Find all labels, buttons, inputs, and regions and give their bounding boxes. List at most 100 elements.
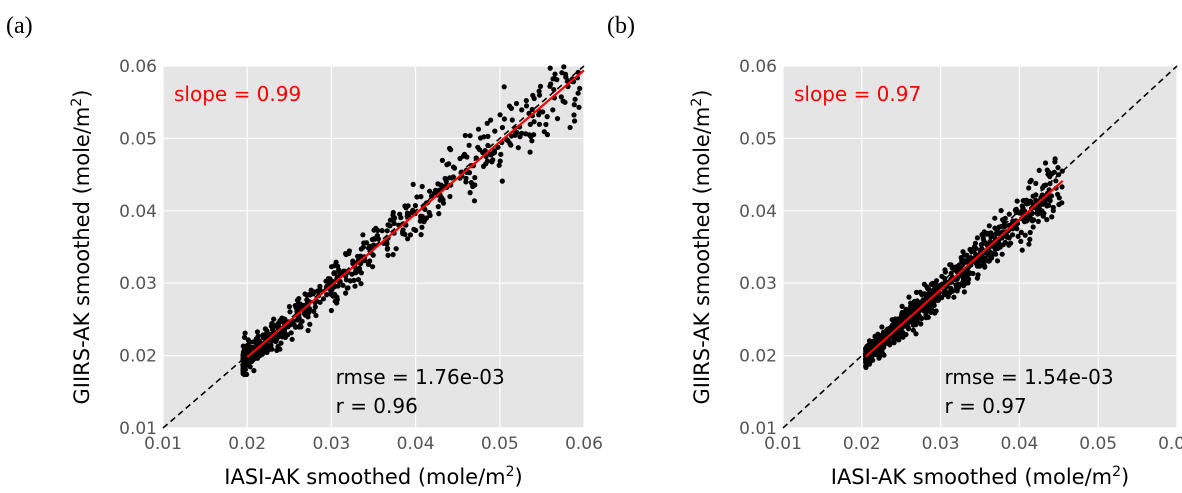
data-point [419, 224, 425, 230]
data-point [302, 291, 308, 297]
data-point [913, 313, 919, 319]
data-point [989, 233, 995, 240]
data-point [523, 103, 530, 109]
data-point [519, 130, 525, 136]
data-point [537, 83, 544, 89]
data-point [496, 162, 502, 168]
data-point [1029, 210, 1035, 216]
data-point [428, 193, 435, 199]
data-point [958, 255, 964, 261]
data-point [1020, 207, 1027, 214]
data-point [286, 304, 292, 310]
data-point [933, 308, 939, 314]
data-point [1014, 198, 1020, 204]
data-point [356, 265, 362, 271]
data-point [391, 220, 397, 226]
data-point [499, 178, 505, 184]
data-point [245, 337, 251, 343]
data-point [471, 198, 478, 204]
data-point [482, 148, 488, 154]
data-point [375, 236, 381, 242]
data-point [513, 100, 520, 107]
data-point [317, 283, 323, 289]
data-point [311, 308, 317, 314]
data-point [369, 236, 375, 243]
data-point [913, 304, 919, 310]
data-point [999, 251, 1005, 257]
data-point [384, 246, 390, 252]
data-point [551, 87, 557, 93]
data-point [488, 152, 494, 158]
data-point [921, 281, 928, 287]
data-point [1015, 233, 1021, 239]
data-point [571, 112, 577, 118]
data-point [1006, 241, 1012, 247]
data-point [264, 331, 270, 337]
data-point [906, 294, 912, 300]
data-point [531, 132, 537, 138]
data-point [550, 76, 556, 82]
y-tick-label: 0.03 [739, 274, 777, 294]
data-point [902, 313, 908, 319]
data-point [410, 181, 416, 187]
data-point [1059, 184, 1065, 190]
data-point [310, 291, 316, 297]
data-point [953, 282, 959, 288]
data-point [1036, 167, 1042, 173]
panel-label: (b) [607, 13, 635, 39]
x-tick-label: 0.04 [1000, 434, 1038, 454]
y-tick-label: 0.04 [119, 202, 157, 222]
data-point [257, 352, 263, 358]
data-point [1002, 223, 1008, 230]
data-point [1019, 247, 1025, 253]
x-tick-label: 0.04 [397, 434, 435, 454]
data-point [271, 316, 277, 322]
data-point [390, 209, 396, 216]
x-tick-label: 0.06 [565, 434, 603, 454]
data-point [509, 133, 515, 139]
data-point [897, 328, 904, 334]
data-point [1027, 236, 1033, 242]
data-point [305, 307, 311, 313]
data-point [994, 258, 1001, 264]
data-point [960, 279, 966, 285]
data-point [345, 285, 351, 291]
y-tick-label: 0.05 [739, 129, 777, 149]
y-tick-label: 0.03 [119, 274, 157, 294]
data-point [899, 303, 905, 309]
data-point [427, 188, 433, 194]
data-point [488, 117, 494, 123]
data-point [558, 94, 564, 100]
data-point [373, 225, 379, 231]
y-tick-label: 0.05 [119, 129, 157, 149]
data-point [509, 117, 515, 123]
data-point [490, 157, 496, 163]
data-point [320, 296, 327, 302]
data-point [277, 346, 283, 352]
data-point [1035, 218, 1041, 224]
data-point [405, 203, 411, 209]
gridlines [162, 65, 585, 429]
data-point [1044, 167, 1050, 173]
data-point [346, 250, 352, 257]
data-point [466, 142, 472, 148]
data-point [1053, 178, 1059, 184]
data-point [296, 314, 302, 320]
data-point [343, 290, 349, 296]
data-point [933, 278, 940, 284]
data-point [439, 195, 445, 201]
data-point [877, 353, 883, 359]
data-point [435, 181, 441, 187]
data-point [315, 289, 321, 295]
data-point [418, 194, 424, 200]
data-point [475, 126, 482, 132]
data-point [254, 329, 260, 335]
data-point [470, 183, 476, 190]
data-point [536, 88, 542, 94]
data-point [419, 183, 425, 190]
data-point [413, 227, 419, 233]
data-point [561, 64, 567, 70]
data-point [291, 322, 297, 328]
data-point [1044, 217, 1050, 223]
